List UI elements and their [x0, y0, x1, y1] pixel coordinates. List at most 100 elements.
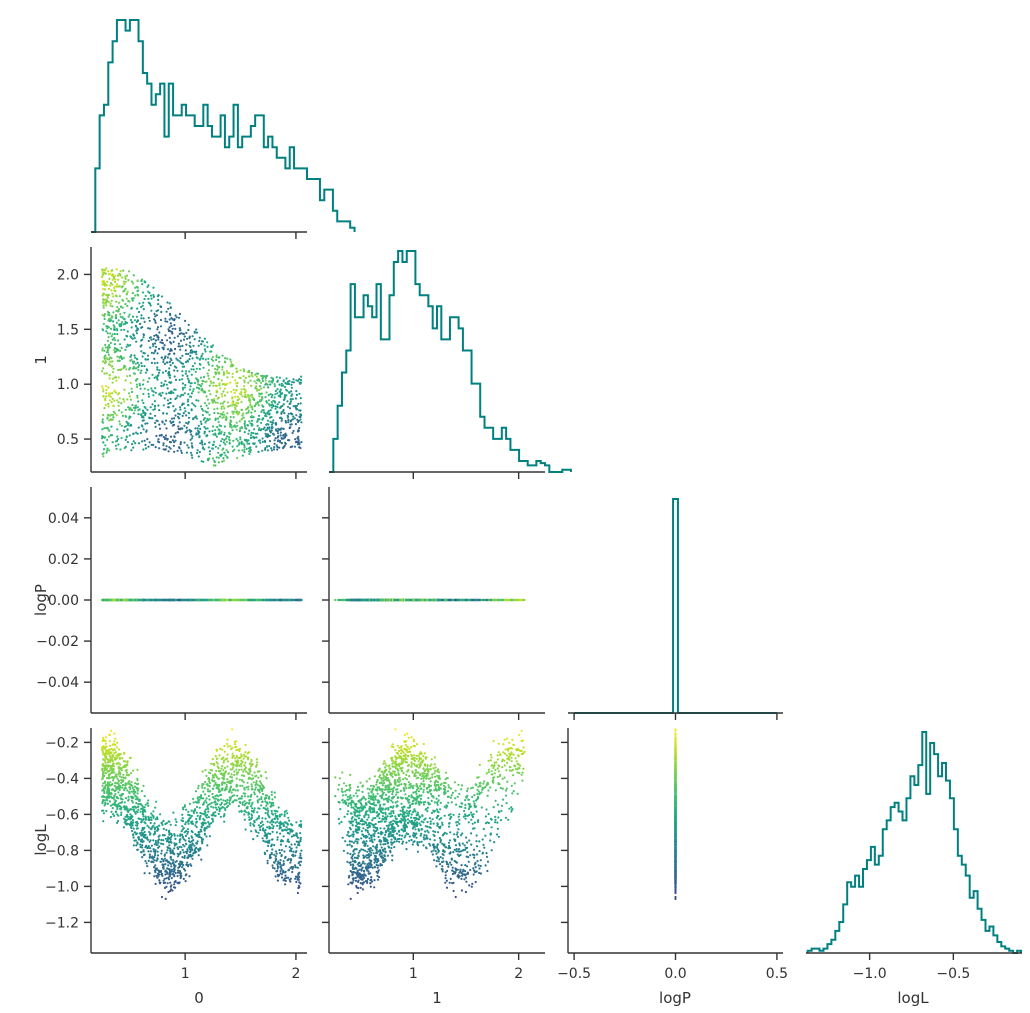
scatter-point: [248, 452, 251, 456]
scatter-point: [129, 359, 132, 362]
scatter-point: [204, 358, 207, 361]
scatter-point: [123, 283, 126, 286]
scatter-point: [229, 404, 232, 407]
scatter-point: [145, 430, 148, 433]
scatter-point: [122, 429, 126, 432]
scatter-point: [217, 377, 220, 381]
scatter-point: [167, 370, 171, 373]
scatter-point: [157, 298, 160, 301]
scatter-point: [107, 402, 110, 405]
scatter-point: [246, 424, 249, 427]
scatter-point: [220, 453, 223, 456]
scatter-point: [232, 412, 235, 415]
scatter-point: [187, 381, 190, 384]
scatter-point: [125, 297, 128, 300]
scatter-point: [265, 428, 268, 431]
scatter-point: [181, 388, 185, 391]
scatter-point: [107, 287, 111, 290]
scatter-point: [154, 414, 157, 417]
scatter-point: [129, 424, 132, 427]
scatter-point: [133, 319, 136, 322]
scatter-point: [208, 402, 211, 405]
scatter-point: [189, 430, 192, 433]
scatter-point: [129, 398, 133, 401]
scatter-point: [132, 412, 135, 415]
scatter-point: [128, 313, 131, 316]
scatter-point: [230, 360, 233, 363]
scatter-point: [141, 440, 144, 443]
scatter-point: [282, 427, 285, 430]
scatter-point: [235, 388, 238, 392]
scatter-point: [200, 389, 203, 392]
scatter-point: [288, 439, 291, 442]
scatter-point: [243, 420, 247, 423]
scatter-point: [233, 448, 236, 451]
scatter-point: [223, 360, 227, 363]
scatter-point: [116, 355, 119, 358]
scatter-point: [253, 437, 256, 440]
scatter-point: [105, 325, 108, 328]
scatter-point: [117, 319, 120, 322]
scatter-point: [197, 424, 200, 427]
scatter-point: [241, 449, 244, 452]
scatter-point: [154, 345, 158, 349]
scatter-point: [221, 460, 224, 463]
scatter-point: [128, 300, 131, 303]
scatter-point: [107, 319, 110, 322]
scatter-point: [146, 438, 149, 441]
scatter-point: [168, 367, 171, 370]
scatter-point: [255, 389, 259, 392]
scatter-point: [160, 381, 163, 384]
scatter-point: [189, 385, 192, 388]
scatter-point: [272, 448, 276, 451]
scatter-point: [220, 392, 223, 396]
scatter-point: [158, 423, 161, 426]
scatter-point: [226, 391, 229, 394]
scatter-point: [220, 407, 223, 410]
scatter-point: [209, 393, 212, 396]
scatter-point: [152, 408, 155, 411]
scatter-point: [226, 401, 229, 404]
scatter-point: [165, 445, 168, 448]
scatter-point: [224, 415, 228, 418]
scatter-point: [104, 346, 107, 349]
scatter-point: [195, 386, 199, 389]
scatter-point: [125, 335, 129, 338]
scatter-point: [204, 427, 207, 430]
scatter-point: [135, 378, 138, 381]
scatter-point: [141, 409, 145, 412]
scatter-point: [227, 372, 230, 375]
scatter-point: [223, 413, 226, 416]
scatter-point: [286, 416, 289, 419]
scatter-point: [189, 598, 192, 602]
scatter-point: [152, 295, 155, 298]
scatter-point: [124, 415, 128, 418]
scatter-point: [128, 374, 132, 377]
scatter-point: [203, 442, 206, 446]
scatter-point: [212, 464, 215, 467]
scatter-point: [130, 387, 133, 390]
scatter-point: [221, 395, 224, 398]
scatter-point: [248, 420, 251, 423]
scatter-point: [165, 392, 168, 395]
scatter-point: [126, 304, 129, 307]
scatter-point: [128, 417, 131, 420]
scatter-point: [194, 405, 197, 408]
scatter-point: [105, 330, 108, 333]
scatter-point: [203, 402, 207, 405]
scatter-point: [148, 302, 152, 305]
scatter-point: [288, 407, 292, 410]
scatter-point: [109, 319, 113, 322]
scatter-point: [198, 387, 201, 390]
scatter-point: [131, 292, 134, 295]
scatter-point: [121, 414, 124, 417]
scatter-point: [199, 363, 202, 366]
scatter-point: [189, 451, 193, 454]
scatter-point: [114, 440, 118, 443]
scatter-point: [116, 274, 119, 277]
scatter-point: [132, 367, 135, 370]
scatter-point: [277, 427, 280, 430]
scatter-point: [134, 294, 137, 297]
scatter-point: [196, 449, 199, 452]
scatter-point: [148, 327, 152, 330]
